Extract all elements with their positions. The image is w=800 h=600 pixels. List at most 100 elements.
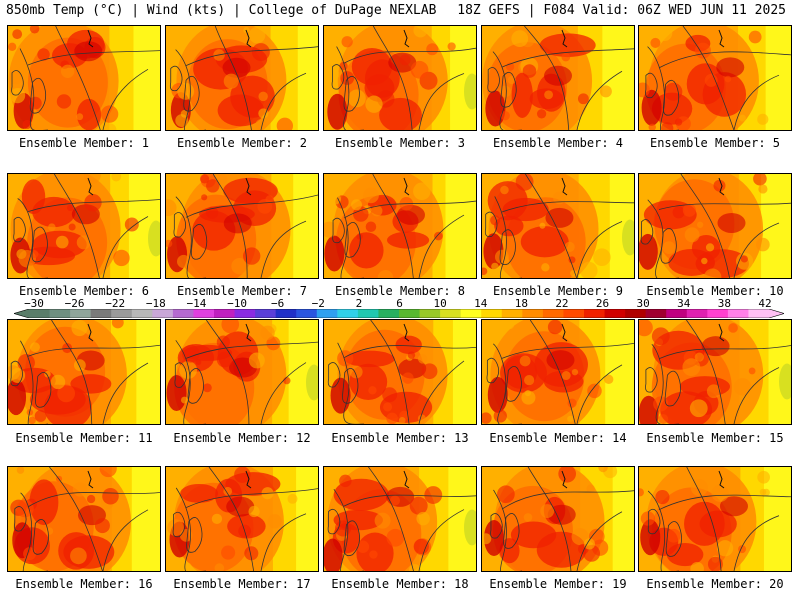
- map-title: 850mb Temp (°C) | Wind (kts) | College o…: [6, 3, 437, 18]
- colorbar-tick-label: −18: [145, 297, 166, 310]
- ensemble-member-panel: [481, 319, 635, 425]
- ensemble-member-label: Ensemble Member: 9: [492, 284, 624, 298]
- colorbar-swatch: [357, 309, 379, 318]
- ensemble-member-label: Ensemble Member: 7: [176, 284, 308, 298]
- colorbar-swatch: [501, 309, 523, 318]
- temperature-map: [639, 174, 791, 278]
- temperature-map: [324, 467, 476, 571]
- ensemble-member-panel: [7, 319, 161, 425]
- ensemble-member-panel: [7, 173, 161, 279]
- colorbar-swatch: [337, 309, 359, 318]
- colorbar-tick-label: 26: [595, 297, 610, 310]
- temperature-map: [324, 174, 476, 278]
- colorbar-swatch: [563, 309, 585, 318]
- ensemble-member-panel: [323, 173, 477, 279]
- temperature-map: [8, 26, 160, 130]
- colorbar-tick-label: 38: [717, 297, 731, 310]
- ensemble-member-panel: [7, 466, 161, 572]
- ensemble-member-label: Ensemble Member: 10: [646, 284, 784, 298]
- ensemble-member-panel: [323, 466, 477, 572]
- colorbar-swatch: [686, 309, 708, 318]
- ensemble-member-label: Ensemble Member: 11: [15, 431, 153, 445]
- colorbar-swatch: [193, 309, 215, 318]
- temperature-map: [8, 320, 160, 424]
- ensemble-member-label: Ensemble Member: 18: [331, 577, 469, 591]
- colorbar-tick-label: 18: [514, 297, 528, 310]
- ensemble-member-label: Ensemble Member: 13: [331, 431, 469, 445]
- colorbar-tick-label: −22: [105, 297, 126, 310]
- colorbar-tick-label: −10: [227, 297, 247, 310]
- colorbar-swatch: [399, 309, 421, 318]
- ensemble-member-label: Ensemble Member: 2: [176, 136, 308, 150]
- ensemble-member-label: Ensemble Member: 6: [18, 284, 150, 298]
- colorbar-tick-label: 30: [636, 297, 650, 310]
- colorbar-swatch: [419, 309, 441, 318]
- ensemble-member-label: Ensemble Member: 17: [173, 577, 311, 591]
- temperature-map: [166, 320, 318, 424]
- colorbar-swatch: [378, 309, 400, 318]
- colorbar-swatch: [727, 309, 749, 318]
- ensemble-member-label: Ensemble Member: 20: [646, 577, 784, 591]
- colorbar-swatch: [29, 309, 51, 318]
- ensemble-member-panel: [638, 173, 792, 279]
- ensemble-member-panel: [165, 173, 319, 279]
- colorbar-swatch: [275, 309, 297, 318]
- colorbar-swatch: [152, 309, 174, 318]
- ensemble-member-panel: [481, 173, 635, 279]
- model-run-info: 18Z GEFS | F084 Valid: 06Z WED JUN 11 20…: [457, 3, 786, 18]
- colorbar-swatch: [522, 309, 544, 318]
- ensemble-member-panel: [165, 319, 319, 425]
- ensemble-member-panel: [323, 319, 477, 425]
- ensemble-member-label: Ensemble Member: 3: [334, 136, 466, 150]
- colorbar-tick-label: 42: [758, 297, 772, 310]
- colorbar-tick-label: −26: [64, 297, 85, 310]
- temperature-map: [8, 467, 160, 571]
- colorbar-swatch: [234, 309, 256, 318]
- colorbar-swatch: [172, 309, 194, 318]
- colorbar-swatch: [255, 309, 277, 318]
- colorbar-min-arrow: [14, 309, 29, 318]
- colorbar-swatch: [49, 309, 71, 318]
- colorbar-swatch: [90, 309, 112, 318]
- colorbar-tick-label: 22: [555, 297, 569, 310]
- colorbar-swatch: [460, 309, 482, 318]
- colorbar-swatch: [645, 309, 667, 318]
- ensemble-member-label: Ensemble Member: 5: [649, 136, 781, 150]
- colorbar-swatch: [748, 309, 770, 318]
- ensemble-member-panel: [638, 25, 792, 131]
- temperature-map: [482, 467, 634, 571]
- temperature-map: [482, 174, 634, 278]
- colorbar-tick-label: 6: [396, 297, 403, 310]
- colorbar-tick-label: 14: [474, 297, 488, 310]
- ensemble-member-panel: [7, 25, 161, 131]
- colorbar-tick-label: 10: [433, 297, 447, 310]
- temperature-map: [8, 174, 160, 278]
- ensemble-member-panel: [323, 25, 477, 131]
- ensemble-member-panel: [638, 319, 792, 425]
- colorbar-tick-label: −14: [186, 297, 207, 310]
- ensemble-member-panel: [165, 25, 319, 131]
- ensemble-member-panel: [481, 25, 635, 131]
- colorbar-swatch: [214, 309, 236, 318]
- temperature-map: [482, 320, 634, 424]
- colorbar-swatch: [542, 309, 564, 318]
- ensemble-member-label: Ensemble Member: 8: [334, 284, 466, 298]
- colorbar-swatch: [70, 309, 92, 318]
- colorbar-tick-label: 34: [677, 297, 691, 310]
- temperature-map: [324, 26, 476, 130]
- ensemble-member-label: Ensemble Member: 12: [173, 431, 311, 445]
- colorbar-swatch: [111, 309, 133, 318]
- temperature-map: [324, 320, 476, 424]
- ensemble-member-label: Ensemble Member: 14: [489, 431, 627, 445]
- ensemble-member-label: Ensemble Member: 4: [492, 136, 624, 150]
- colorbar-tick-label: −6: [271, 297, 285, 310]
- colorbar-max-arrow: [769, 309, 784, 318]
- colorbar-swatch: [584, 309, 606, 318]
- ensemble-member-label: Ensemble Member: 15: [646, 431, 784, 445]
- colorbar-swatch: [131, 309, 153, 318]
- colorbar-swatch: [604, 309, 626, 318]
- temperature-map: [639, 320, 791, 424]
- ensemble-member-panel: [481, 466, 635, 572]
- colorbar-tick-label: −2: [311, 297, 325, 310]
- temperature-colorbar: [14, 309, 784, 318]
